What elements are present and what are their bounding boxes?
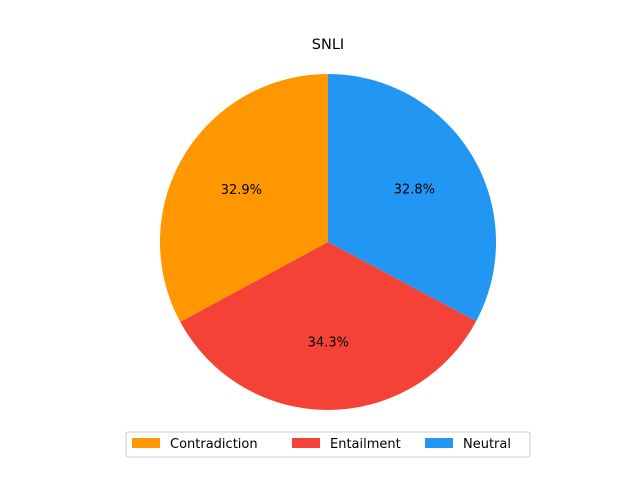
chart-title: SNLI [312, 37, 344, 53]
pie-slices [159, 74, 496, 411]
pie-slice-neutral [328, 74, 496, 322]
percentage-labels: 32.9% 34.3% 32.8% [221, 183, 435, 351]
legend: Contradiction Entailment Neutral [125, 431, 531, 458]
pct-label-contradiction: 32.9% [221, 183, 262, 198]
legend-swatch-neutral [425, 438, 453, 448]
legend-items: Contradiction Entailment Neutral [132, 437, 511, 452]
legend-swatch-contradiction [132, 438, 160, 448]
pct-label-neutral: 32.8% [394, 183, 435, 198]
legend-label-entailment: Entailment [330, 437, 401, 452]
legend-label-contradiction: Contradiction [170, 437, 258, 452]
pct-label-entailment: 34.3% [308, 335, 349, 350]
pie-slice-contradiction [159, 74, 328, 323]
legend-label-neutral: Neutral [463, 437, 511, 452]
pie-slice-entailment [180, 242, 477, 411]
legend-swatch-entailment [292, 438, 320, 448]
